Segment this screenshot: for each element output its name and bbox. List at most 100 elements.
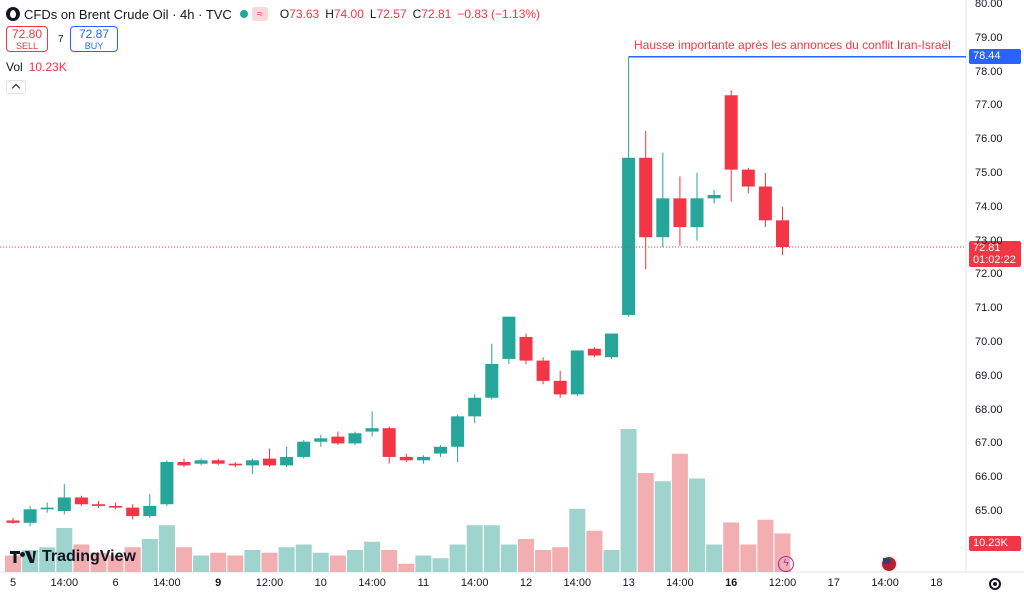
candle-up <box>57 497 71 511</box>
volume-bar <box>449 544 466 572</box>
current-price: 72.81 <box>973 242 1001 254</box>
volume-bar <box>432 558 449 572</box>
time-tick-label: 14:00 <box>563 577 592 589</box>
volume-bar <box>381 550 398 572</box>
volume-bar <box>347 550 363 572</box>
candle-up <box>485 363 499 398</box>
current-price-tag: 72.81 01:02:22 <box>969 241 1021 267</box>
volume-bar <box>637 473 654 572</box>
candle-down <box>741 169 755 187</box>
volume-bar <box>586 530 603 572</box>
volume-bar <box>227 555 244 572</box>
volume-bar <box>193 555 210 572</box>
us-flag-event-icon[interactable] <box>880 555 898 573</box>
candle-up <box>297 441 311 457</box>
volume-value: 10.23K <box>28 60 67 74</box>
chart-header: CFDs on Brent Crude Oil · 4h · TVC ≈ O73… <box>6 4 540 24</box>
price-tick-label: 78.00 <box>975 65 1003 78</box>
time-tick-label: 18 <box>930 577 943 589</box>
volume-bar <box>90 552 107 572</box>
volume-bar <box>210 552 227 572</box>
candle-up <box>570 350 584 395</box>
candle-up <box>143 505 157 517</box>
candle-up <box>468 397 482 417</box>
price-tick-label: 76.00 <box>975 133 1003 146</box>
candle-up <box>656 198 670 238</box>
time-tick-label: 10 <box>314 577 327 589</box>
candle-up <box>365 428 379 432</box>
candle-up <box>451 416 465 447</box>
candle-up <box>280 456 294 466</box>
volume-bar <box>654 481 671 572</box>
volume-bar <box>73 544 90 572</box>
candle-down <box>177 461 191 466</box>
symbol-title[interactable]: CFDs on Brent Crude Oil · 4h · TVC <box>24 6 232 22</box>
price-tick-label: 70.00 <box>975 336 1003 348</box>
gear-icon[interactable] <box>989 578 1001 590</box>
time-tick-label: 16 <box>725 577 738 589</box>
price-tick-label: 80.00 <box>975 0 1003 10</box>
candle-up <box>23 509 37 523</box>
price-tick-label: 65.00 <box>975 505 1003 517</box>
volume-bar <box>723 522 740 572</box>
candle-up <box>434 446 447 454</box>
candle-up <box>40 507 54 510</box>
buy-button[interactable]: 72.87 BUY <box>70 26 118 52</box>
collapse-legend-button[interactable] <box>6 80 26 94</box>
candle-down <box>673 198 687 228</box>
price-tick-label: 79.00 <box>975 31 1003 44</box>
open-value: 73.63 <box>289 7 320 21</box>
candle-down <box>536 360 550 381</box>
price-tick-label: 74.00 <box>975 200 1003 213</box>
time-tick-label: 14:00 <box>358 577 386 589</box>
close-value: 72.81 <box>421 7 452 21</box>
volume-bar <box>364 541 381 572</box>
volume-bar <box>398 563 415 572</box>
volume-bar <box>124 547 141 572</box>
candle-down <box>553 380 567 395</box>
change-value: −0.83 (−1.13%) <box>457 7 541 21</box>
volume-bar <box>329 555 346 572</box>
volume-bar <box>603 550 620 572</box>
volume-bar <box>158 525 175 572</box>
time-tick-label: 12:00 <box>255 577 284 589</box>
lightning-event-icon[interactable]: ϟ <box>778 556 794 572</box>
volume-bar <box>757 519 774 572</box>
tilde-badge-icon[interactable]: ≈ <box>251 7 268 21</box>
price-tick-label: 71.00 <box>975 302 1003 315</box>
market-open-dot <box>239 10 248 18</box>
candle-up <box>416 456 430 461</box>
volume-bar <box>261 552 278 572</box>
candle-up <box>707 194 721 199</box>
tradingview-logo[interactable]: TradingView <box>10 547 136 567</box>
candle-up <box>245 460 259 466</box>
ohlc-values: O73.63 H74.00 L72.57 C72.81 −0.83 (−1.13… <box>279 7 541 21</box>
time-tick-label: 12 <box>519 577 533 589</box>
candle-down <box>776 220 789 248</box>
time-tick-label: 14:00 <box>666 577 694 589</box>
volume-bar <box>466 525 483 572</box>
candle-up <box>622 157 636 315</box>
time-tick-label: 13 <box>622 577 635 589</box>
time-tick-label: 12:00 <box>768 577 797 589</box>
volume-bar <box>295 544 312 572</box>
volume-bar <box>483 525 500 572</box>
candle-down <box>639 157 653 238</box>
sell-button[interactable]: 72.80 SELL <box>6 26 48 52</box>
price-tick-label: 72.00 <box>975 268 1003 281</box>
volume-bar <box>518 539 534 572</box>
candle-down <box>6 520 20 523</box>
candle-up <box>348 433 362 444</box>
candle-down <box>74 497 88 505</box>
candle-down <box>758 186 772 221</box>
price-tick-label: 67.00 <box>975 437 1003 450</box>
time-tick-label: 9 <box>215 577 222 589</box>
annotation-text[interactable]: Hausse importante après les annonces du … <box>634 38 951 52</box>
candle-down <box>109 505 123 508</box>
candle-down <box>382 428 396 457</box>
candle-down <box>92 504 105 506</box>
volume-legend: Vol 10.23K <box>6 60 67 74</box>
high-value: 74.00 <box>333 7 364 21</box>
volume-bar <box>535 550 552 572</box>
